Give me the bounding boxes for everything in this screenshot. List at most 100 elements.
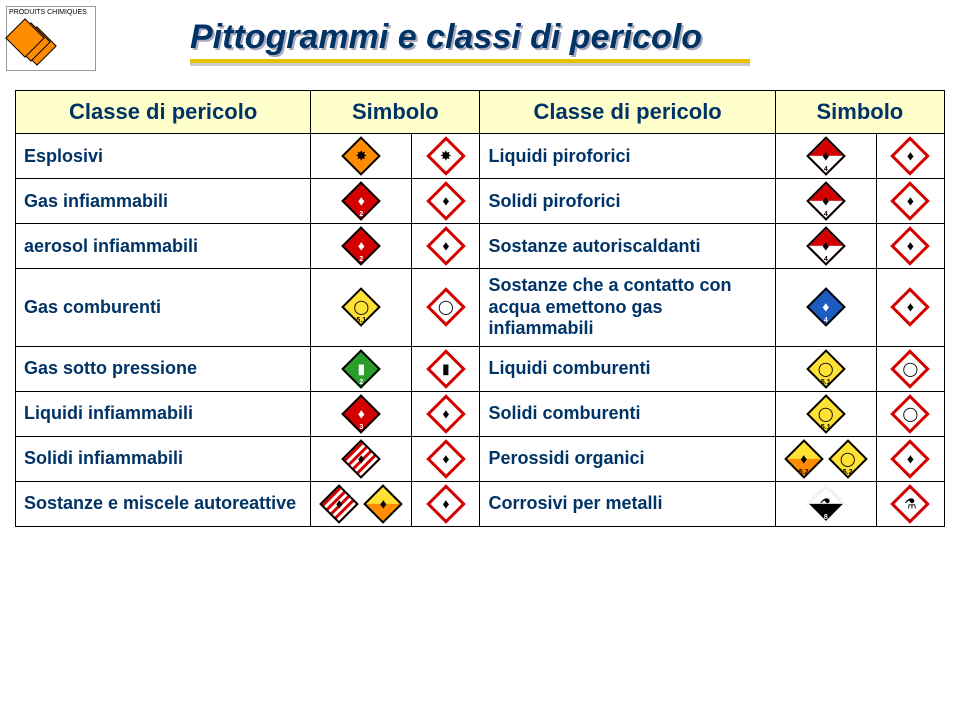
col-header-class-1: Classe di pericolo xyxy=(16,91,311,134)
adr-pyrophoric-solid-icon: ♦4 xyxy=(806,181,846,221)
adr-oxidizing-solid-icon: ◯5.1 xyxy=(806,394,846,434)
hazard-label: Liquidi infiammabili xyxy=(16,391,311,436)
adr-flammable-gas-icon: ♦2 xyxy=(341,181,381,221)
symbol-cell: ♦ xyxy=(876,269,944,347)
hazard-label: Corrosivi per metalli xyxy=(480,481,775,526)
hazard-table: Classe di pericolo Simbolo Classe di per… xyxy=(15,90,945,527)
adr-water-reactive-icon: ♦4 xyxy=(806,287,846,327)
adr-oxidizer-icon: ◯5.1 xyxy=(341,287,381,327)
hazard-label: Gas infiammabili xyxy=(16,179,311,224)
adr-aerosol-icon: ♦2 xyxy=(341,226,381,266)
symbol-cell: ♦ xyxy=(412,481,480,526)
ghs-flame-icon: ♦ xyxy=(890,439,930,479)
table-row: aerosol infiammabili ♦2 ♦ Sostanze autor… xyxy=(16,224,945,269)
hazard-label: Solidi piroforici xyxy=(480,179,775,224)
hazard-label: Gas comburenti xyxy=(16,269,311,347)
symbol-cell: ♦3 xyxy=(311,391,412,436)
table-row: Liquidi infiammabili ♦3 ♦ Solidi combure… xyxy=(16,391,945,436)
symbol-cell: ♦ ♦ xyxy=(311,481,412,526)
symbol-cell: ✸ xyxy=(412,134,480,179)
adr-peroxide-icon: ♦5.2 xyxy=(784,439,824,479)
symbol-cell: ♦4 xyxy=(775,224,876,269)
symbol-cell: ♦ xyxy=(876,436,944,481)
ghs-flame-icon: ♦ xyxy=(426,181,466,221)
symbol-cell: ⚗ xyxy=(876,481,944,526)
symbol-cell: ♦2 xyxy=(311,224,412,269)
symbol-cell: ♦ xyxy=(876,179,944,224)
title-wrap: Pittogrammi e classi di pericolo Pittogr… xyxy=(190,18,750,63)
adr-self-reactive-icon: ♦ xyxy=(319,484,359,524)
symbol-cell: ♦ xyxy=(876,134,944,179)
symbol-cell: ♦ xyxy=(412,179,480,224)
ghs-oxidizer-icon: ◯ xyxy=(890,349,930,389)
hazard-label: Sostanze che a contatto con acqua emetto… xyxy=(480,269,775,347)
table-row: Esplosivi ✸ ✸ Liquidi piroforici ♦4 ♦ xyxy=(16,134,945,179)
adr-gas-cylinder-icon: ▮2 xyxy=(341,349,381,389)
symbol-cell: ◯ xyxy=(876,391,944,436)
ghs-gas-cylinder-icon: ▮ xyxy=(426,349,466,389)
symbol-cell: ▮ xyxy=(412,346,480,391)
symbol-cell: ◯5.1 xyxy=(311,269,412,347)
adr-flammable-liquid-icon: ♦3 xyxy=(341,394,381,434)
adr-peroxide-icon-2: ◯5.2 xyxy=(828,439,868,479)
symbol-cell: ♦ xyxy=(412,436,480,481)
symbol-cell: ◯ xyxy=(876,346,944,391)
table-row: Gas comburenti ◯5.1 ◯ Sostanze che a con… xyxy=(16,269,945,347)
symbol-cell: ♦ xyxy=(311,436,412,481)
ghs-oxidizer-icon: ◯ xyxy=(890,394,930,434)
symbol-cell: ◯ xyxy=(412,269,480,347)
symbol-cell: ♦2 xyxy=(311,179,412,224)
ghs-flame-icon: ♦ xyxy=(890,181,930,221)
hazard-label: aerosol infiammabili xyxy=(16,224,311,269)
symbol-cell: ✸ xyxy=(311,134,412,179)
ghs-oxidizer-icon: ◯ xyxy=(426,287,466,327)
hazard-label: Gas sotto pressione xyxy=(16,346,311,391)
ghs-flame-icon: ♦ xyxy=(426,439,466,479)
hazard-label: Esplosivi xyxy=(16,134,311,179)
table-row: Sostanze e miscele autoreattive ♦ ♦ ♦ Co… xyxy=(16,481,945,526)
ghs-flame-icon: ♦ xyxy=(426,394,466,434)
corner-label: PRODUITS CHIMIQUES xyxy=(9,9,87,16)
symbol-cell: ♦ xyxy=(412,391,480,436)
col-header-symbol-1: Simbolo xyxy=(311,91,480,134)
col-header-symbol-2: Simbolo xyxy=(775,91,944,134)
table-row: Gas sotto pressione ▮2 ▮ Liquidi combure… xyxy=(16,346,945,391)
symbol-cell: ◯5.1 xyxy=(775,346,876,391)
ghs-flame-icon: ♦ xyxy=(426,484,466,524)
hazard-label: Perossidi organici xyxy=(480,436,775,481)
ghs-flame-icon: ♦ xyxy=(426,226,466,266)
page-title: Pittogrammi e classi di pericolo xyxy=(190,18,750,57)
symbol-cell: ♦4 xyxy=(775,134,876,179)
adr-pyrophoric-icon: ♦4 xyxy=(806,136,846,176)
hazard-label: Sostanze autoriscaldanti xyxy=(480,224,775,269)
adr-self-heating-icon: ♦4 xyxy=(806,226,846,266)
table-row: Solidi infiammabili ♦ ♦ Perossidi organi… xyxy=(16,436,945,481)
table-header-row: Classe di pericolo Simbolo Classe di per… xyxy=(16,91,945,134)
header: PRODUITS CHIMIQUES Pittogrammi e classi … xyxy=(0,0,960,90)
corner-thumbnail: PRODUITS CHIMIQUES xyxy=(6,6,96,71)
table-row: Gas infiammabili ♦2 ♦ Solidi piroforici … xyxy=(16,179,945,224)
symbol-cell: ♦4 xyxy=(775,179,876,224)
symbol-cell: ♦4 xyxy=(775,269,876,347)
symbol-cell: ◯5.1 xyxy=(775,391,876,436)
adr-corrosive-icon: ⚗8 xyxy=(806,484,846,524)
symbol-cell: ♦5.2 ◯5.2 xyxy=(775,436,876,481)
hazard-label: Liquidi piroforici xyxy=(480,134,775,179)
ghs-corrosive-icon: ⚗ xyxy=(890,484,930,524)
symbol-cell: ▮2 xyxy=(311,346,412,391)
symbol-cell: ⚗8 xyxy=(775,481,876,526)
symbol-cell: ♦ xyxy=(876,224,944,269)
hazard-label: Sostanze e miscele autoreattive xyxy=(16,481,311,526)
adr-explosive-icon: ✸ xyxy=(341,136,381,176)
symbol-cell: ♦ xyxy=(412,224,480,269)
adr-flammable-solid-icon: ♦ xyxy=(341,439,381,479)
ghs-flame-icon: ♦ xyxy=(890,226,930,266)
adr-self-reactive-icon-2: ♦ xyxy=(363,484,403,524)
title-underline xyxy=(190,59,750,63)
hazard-label: Solidi comburenti xyxy=(480,391,775,436)
hazard-label: Liquidi comburenti xyxy=(480,346,775,391)
ghs-explosive-icon: ✸ xyxy=(426,136,466,176)
ghs-flame-icon: ♦ xyxy=(890,136,930,176)
adr-oxidizing-liquid-icon: ◯5.1 xyxy=(806,349,846,389)
hazard-label: Solidi infiammabili xyxy=(16,436,311,481)
